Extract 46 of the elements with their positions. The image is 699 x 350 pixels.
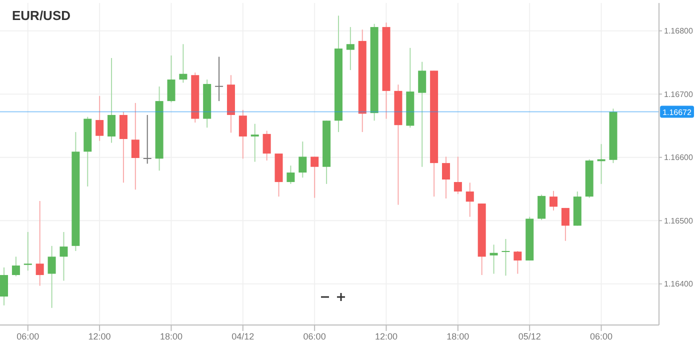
candlestick xyxy=(108,58,116,144)
y-tick-label: 1.16600 xyxy=(664,153,694,162)
candlestick xyxy=(418,61,426,168)
y-tick-label: 1.16700 xyxy=(664,90,694,99)
candlestick xyxy=(550,190,558,211)
candlestick xyxy=(215,56,224,102)
x-tick-label: 06:00 xyxy=(303,331,326,342)
candlestick xyxy=(24,232,32,272)
candlestick xyxy=(167,55,176,103)
candlestick xyxy=(490,244,498,274)
candlestick xyxy=(36,200,44,286)
candlestick xyxy=(502,238,510,276)
y-tick-label: 1.16800 xyxy=(664,26,694,36)
candlestick xyxy=(298,141,307,178)
candlestick xyxy=(12,256,20,277)
candlestick xyxy=(0,266,8,306)
candlestick xyxy=(561,207,570,242)
x-tick-label: 06:00 xyxy=(590,331,613,342)
x-tick-label: 05/12 xyxy=(518,331,541,342)
y-tick-label: 1.16500 xyxy=(664,216,694,226)
ref-line-label: 1.16672 xyxy=(662,108,692,117)
candlestick xyxy=(238,109,247,160)
candlestick xyxy=(131,102,140,190)
candlestick xyxy=(60,232,68,282)
y-tick-label: 1.16400 xyxy=(664,280,694,289)
x-tick-label: 18:00 xyxy=(160,331,182,342)
candlestick xyxy=(454,156,462,195)
x-tick-label: 06:00 xyxy=(16,331,40,342)
x-tick-label: 04/12 xyxy=(232,331,254,342)
x-tick-label: 18:00 xyxy=(446,331,470,342)
candlestick xyxy=(346,26,354,71)
chart-title: EUR/USD xyxy=(12,8,71,23)
x-tick-label: 12:00 xyxy=(88,331,111,342)
candlestick xyxy=(442,156,450,199)
candlestick xyxy=(250,123,259,162)
candlestick xyxy=(538,194,546,220)
x-tick-label: 12:00 xyxy=(374,331,398,342)
candlestick xyxy=(286,165,295,184)
candlestick xyxy=(262,130,271,162)
candlestick xyxy=(310,156,319,198)
candlestick xyxy=(514,250,522,274)
candlestick xyxy=(96,95,104,142)
candlestick xyxy=(143,114,152,164)
candlestick xyxy=(48,245,56,308)
candlestick xyxy=(466,182,474,218)
candlestick xyxy=(179,44,188,84)
